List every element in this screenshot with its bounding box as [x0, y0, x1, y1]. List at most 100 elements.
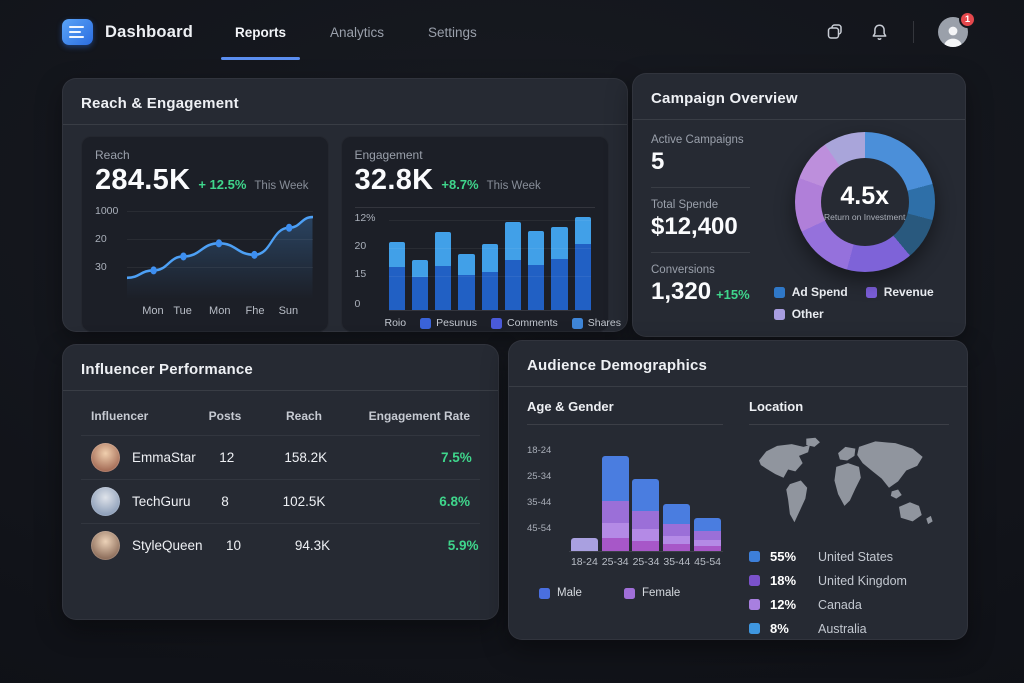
donut-center: 4.5x Return on Investment	[820, 158, 909, 246]
campaign-overview-card: Campaign Overview Active Campaigns 5 Tot…	[632, 73, 966, 337]
bar	[551, 227, 568, 310]
card-title: Influencer Performance	[81, 361, 253, 378]
bar	[411, 260, 429, 310]
tab-reports[interactable]: Reports	[220, 24, 301, 60]
legend-item: Shares	[571, 317, 621, 329]
divider	[749, 424, 949, 425]
legend-item: Other	[773, 307, 824, 321]
engagement-value: 32.8K	[354, 164, 434, 196]
influencer-performance-card: Influencer Performance Influencer Posts …	[62, 344, 499, 620]
legend-item: Male	[539, 587, 582, 599]
reach-line-chart: 1000 20 30 Mon Tue Mon	[95, 205, 315, 325]
reach-delta: + 12.5%	[198, 177, 247, 192]
legend-swatch	[749, 551, 760, 562]
tab-analytics[interactable]: Analytics	[330, 24, 385, 40]
nav-tabs: Reports Analytics Settings	[220, 0, 477, 64]
divider	[913, 21, 914, 43]
stat-total-spend: Total Spende $12,400	[651, 199, 738, 240]
divider	[633, 119, 965, 120]
age-gender-section: Age & Gender 18-24 25-34 35-44 45-54 18-…	[527, 399, 723, 636]
engagement-panel: Engagement 32.8K +8.7% This Week 12% 20 …	[340, 136, 622, 332]
divider	[527, 424, 723, 425]
engagement-bar-chart: 12% 20 15 0 Roio Pesunus Comments	[354, 212, 622, 329]
nav-actions: 1	[825, 11, 976, 47]
legend-swatch	[749, 599, 760, 610]
avatar	[91, 443, 120, 472]
divider	[509, 386, 967, 387]
legend-item: Roio	[384, 317, 407, 329]
legend-item: 18% United Kingdom	[749, 573, 949, 588]
legend-swatch	[571, 317, 583, 329]
bar	[570, 538, 598, 551]
roi-donut-chart: 4.5x Return on Investment	[794, 132, 935, 272]
legend-swatch	[623, 587, 635, 599]
reach-period: This Week	[254, 180, 309, 192]
top-nav: Dashboard Reports Analytics Settings	[0, 0, 1024, 64]
divider	[651, 187, 750, 188]
world-map-image	[749, 435, 949, 540]
x-axis-labels: 18-24 25-34 25-34 35-44 45-54	[570, 556, 722, 568]
engagement-period: This Week	[486, 180, 541, 192]
legend-swatch	[749, 623, 760, 634]
divider	[63, 390, 498, 391]
stat-conversions: Conversions 1,320 +15%	[651, 264, 750, 305]
card-title: Campaign Overview	[651, 90, 798, 107]
location-section: Location 55% Uni	[749, 399, 949, 636]
bar	[435, 232, 452, 310]
bar	[504, 222, 522, 310]
bar	[632, 479, 660, 551]
line-plot-area	[125, 207, 314, 299]
legend-swatch	[490, 317, 502, 329]
bell-icon[interactable]	[869, 22, 889, 42]
donut-legend: Ad Spend Revenue Other	[773, 285, 956, 321]
bar	[694, 518, 722, 551]
bar	[458, 254, 475, 310]
stat-active-campaigns: Active Campaigns 5	[651, 134, 744, 175]
legend-swatch	[420, 317, 432, 329]
tab-settings[interactable]: Settings	[428, 24, 477, 40]
x-axis-labels: Mon Tue Mon Fhe Sun	[142, 305, 299, 317]
bar	[528, 231, 545, 310]
legend-item: Female	[623, 587, 680, 599]
reach-value: 284.5K	[95, 164, 191, 196]
age-gender-chart: 18-24 25-34 35-44 45-54 18-24 25-34 25-3…	[527, 437, 723, 569]
legend-item: Ad Spend	[773, 285, 848, 299]
audience-demographics-card: Audience Demographics Age & Gender 18-24…	[508, 340, 968, 640]
table-row: EmmaStar 12 158.2K 7.5%	[81, 435, 480, 479]
conversions-delta: +15%	[716, 287, 750, 302]
legend-swatch	[865, 286, 877, 298]
location-legend: 55% United States 18% United Kingdom 12% Ca…	[749, 549, 949, 636]
divider	[354, 207, 595, 208]
user-avatar[interactable]: 1	[938, 11, 976, 47]
bar	[574, 217, 592, 310]
avatar	[91, 487, 120, 516]
avatar	[91, 531, 120, 560]
bar	[601, 456, 629, 551]
table-header: Influencer Posts Reach Engagement Rate	[91, 409, 470, 423]
brand-title: Dashboard	[105, 22, 193, 41]
app-logo-icon	[62, 19, 93, 45]
reach-label: Reach	[95, 148, 130, 162]
card-title: Audience Demographics	[527, 357, 708, 374]
reach-engagement-card: Reach & Engagement Reach 284.5K + 12.5% …	[62, 78, 628, 332]
legend-swatch	[749, 575, 760, 586]
legend-item: 8% Australia	[749, 621, 949, 636]
legend-item: 12% Canada	[749, 597, 949, 612]
card-title: Reach & Engagement	[81, 95, 239, 112]
legend-item: Revenue	[865, 285, 934, 299]
legend-item: Pesunus	[420, 317, 477, 329]
legend-swatch	[773, 308, 785, 320]
legend-item: Comments	[490, 317, 558, 329]
gender-legend: Male Female	[527, 587, 723, 599]
table-row: TechGuru 8 102.5K 6.8%	[81, 479, 480, 523]
bar	[388, 242, 405, 310]
divider	[651, 252, 750, 253]
influencer-table: Influencer Posts Reach Engagement Rate E…	[81, 399, 480, 567]
campaign-stats: Active Campaigns 5 Total Spende $12,400 …	[651, 126, 750, 321]
brand: Dashboard	[62, 19, 193, 45]
legend-swatch	[539, 587, 550, 599]
engagement-label: Engagement	[354, 148, 423, 162]
table-row: StyleQueen 10 94.3K 5.9%	[81, 523, 480, 567]
windows-icon[interactable]	[825, 22, 845, 42]
